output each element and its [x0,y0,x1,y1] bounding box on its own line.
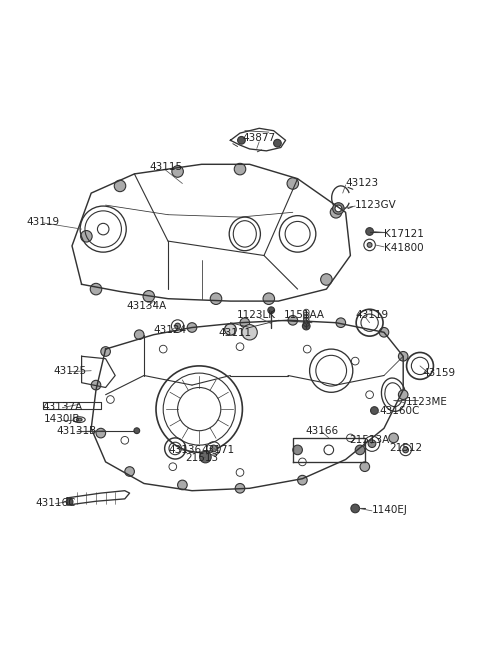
Text: 43159: 43159 [422,368,456,378]
Text: 1123GV: 1123GV [355,200,397,210]
Circle shape [238,136,245,144]
Text: 21513A: 21513A [349,436,390,445]
Circle shape [134,330,144,339]
Text: K17121: K17121 [384,229,424,239]
Circle shape [368,440,376,447]
Circle shape [367,242,372,248]
Circle shape [225,324,236,335]
Circle shape [81,231,92,242]
Circle shape [333,202,344,214]
Text: 1151AA: 1151AA [284,310,325,320]
Text: 43116C: 43116C [35,498,75,508]
Circle shape [235,483,245,493]
Circle shape [234,163,246,175]
Circle shape [360,462,370,472]
Text: 43877: 43877 [242,133,276,143]
Circle shape [293,445,302,455]
Text: 1430JB: 1430JB [44,414,81,424]
Circle shape [90,284,102,295]
Circle shape [66,498,73,505]
Text: 43125: 43125 [53,365,86,376]
Text: 43171: 43171 [202,445,235,455]
Circle shape [175,323,180,329]
Circle shape [91,381,101,390]
Text: 43160C: 43160C [379,407,420,417]
Text: 43134A: 43134A [126,301,167,311]
Circle shape [172,166,183,178]
Circle shape [288,316,298,325]
Circle shape [242,325,257,340]
Circle shape [125,467,134,476]
Text: 43123: 43123 [346,179,379,189]
Circle shape [355,445,365,455]
Circle shape [298,476,307,485]
Text: 21513: 21513 [185,453,218,463]
Circle shape [268,307,275,314]
Text: 21512: 21512 [389,443,422,453]
Text: K41800: K41800 [384,243,424,253]
Text: 43131B: 43131B [57,426,97,436]
Circle shape [96,428,106,438]
Ellipse shape [76,419,82,421]
Circle shape [263,293,275,305]
Circle shape [97,223,109,235]
Circle shape [210,293,222,305]
Circle shape [321,274,332,286]
Text: 43124: 43124 [154,325,187,335]
Circle shape [143,291,155,302]
Circle shape [187,323,197,332]
Circle shape [403,447,408,453]
Text: 1140EJ: 1140EJ [372,505,408,515]
Circle shape [178,480,187,490]
Circle shape [240,318,250,328]
Circle shape [210,445,217,452]
Circle shape [336,318,346,328]
Text: 43115: 43115 [149,162,182,172]
Text: 43137A: 43137A [42,402,83,412]
Circle shape [335,205,342,212]
Circle shape [398,352,408,361]
Circle shape [134,428,140,434]
Text: 43119: 43119 [26,217,60,227]
Circle shape [200,451,211,463]
Circle shape [389,433,398,443]
Text: 1123LK: 1123LK [237,310,276,320]
Text: 43136: 43136 [168,445,202,455]
Circle shape [287,178,299,189]
Circle shape [371,407,378,415]
Circle shape [274,140,281,147]
Circle shape [330,206,342,218]
Circle shape [302,322,310,330]
Circle shape [114,180,126,192]
Circle shape [351,504,360,513]
Text: 43119: 43119 [355,310,388,320]
Circle shape [366,228,373,235]
Circle shape [101,346,110,356]
Text: 1123ME: 1123ME [406,397,447,407]
Circle shape [379,328,389,337]
Circle shape [398,390,408,400]
Text: 43166: 43166 [305,426,338,436]
Text: 43111: 43111 [218,328,252,338]
